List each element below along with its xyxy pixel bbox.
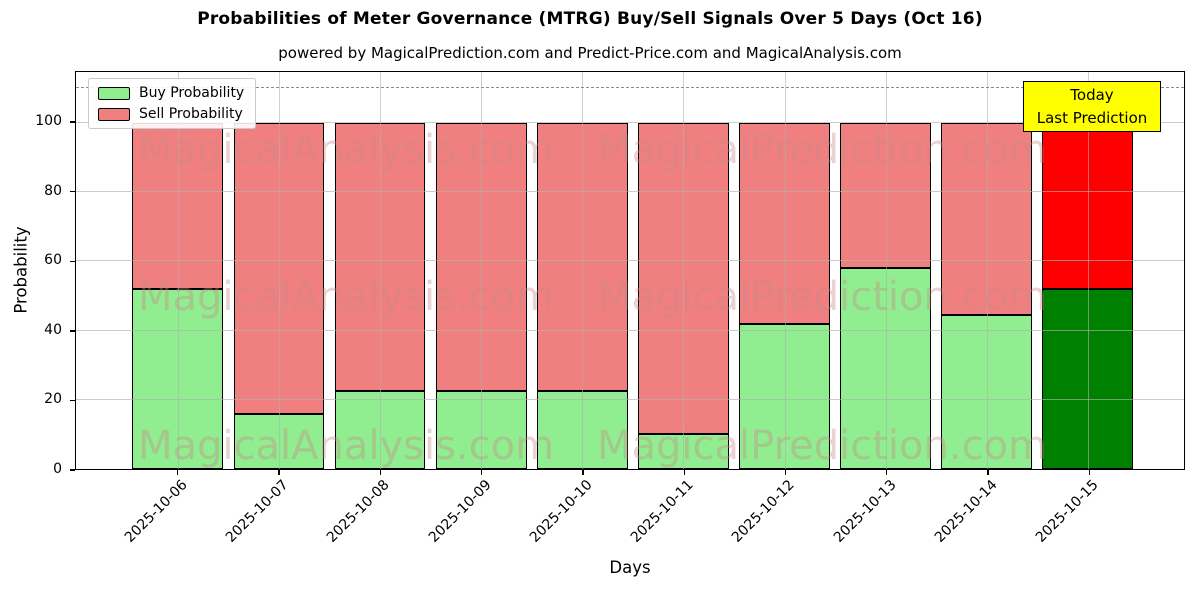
v-gridline-2025-10-08 — [380, 72, 382, 469]
legend: Buy Probability Sell Probability — [88, 78, 257, 129]
bar-2025-10-10 — [536, 72, 628, 469]
legend-label-sell: Sell Probability — [139, 106, 243, 122]
x-tick-label-2025-10-09: 2025-10-09 — [425, 477, 495, 546]
y-tick-mark-0 — [70, 469, 75, 471]
x-tick-label-2025-10-14: 2025-10-14 — [931, 477, 1001, 546]
x-tick-mark-2025-10-06 — [177, 470, 179, 475]
x-tick-mark-2025-10-08 — [379, 470, 381, 475]
legend-item-buy: Buy Probability — [98, 86, 244, 100]
v-gridline-2025-10-06 — [177, 72, 179, 469]
y-tick-mark-40 — [70, 330, 75, 332]
v-gridline-2025-10-14 — [986, 72, 988, 469]
buy-swatch-icon — [98, 86, 130, 100]
x-tick-mark-2025-10-10 — [582, 470, 584, 475]
h-gridline-80 — [76, 191, 1184, 193]
x-tick-mark-2025-10-07 — [278, 470, 280, 475]
bar-segment-buy-2025-10-06 — [132, 289, 224, 469]
v-gridline-2025-10-07 — [278, 72, 280, 469]
x-tick-mark-2025-10-12 — [784, 470, 787, 475]
bar-segment-sell-2025-10-08 — [334, 122, 426, 392]
y-axis-label: Probability — [11, 226, 31, 314]
bar-segment-buy-2025-10-10 — [536, 391, 628, 469]
y-tick-label-60: 60 — [44, 252, 62, 269]
bar-segment-buy-2025-10-08 — [334, 391, 426, 469]
v-gridline-2025-10-10 — [582, 72, 584, 469]
y-tick-mark-100 — [70, 121, 75, 123]
chart-title: Probabilities of Meter Governance (MTRG)… — [197, 9, 983, 29]
x-tick-label-2025-10-08: 2025-10-08 — [324, 477, 393, 546]
x-tick-mark-2025-10-09 — [480, 470, 483, 475]
h-gridline-40 — [76, 329, 1184, 331]
y-tick-mark-80 — [70, 191, 75, 193]
y-tick-label-80: 80 — [44, 182, 62, 199]
bar-segment-buy-2025-10-12 — [739, 323, 830, 469]
today-annotation-line1: Today — [1070, 86, 1114, 104]
v-gridline-2025-10-13 — [885, 72, 887, 469]
x-tick-label-2025-10-07: 2025-10-07 — [222, 477, 292, 546]
x-axis-label: Days — [609, 558, 651, 577]
y-tick-mark-60 — [70, 260, 75, 262]
h-gridline-100 — [76, 121, 1184, 123]
x-tick-mark-2025-10-15 — [1088, 470, 1091, 475]
bar-2025-10-12 — [739, 72, 830, 469]
bar-segment-buy-2025-10-14 — [941, 314, 1033, 469]
x-tick-mark-2025-10-13 — [886, 470, 888, 475]
today-annotation-line2: Last Prediction — [1036, 108, 1148, 127]
x-tick-label-2025-10-11: 2025-10-11 — [627, 477, 697, 546]
y-tick-label-20: 20 — [44, 391, 62, 408]
y-tick-label-100: 100 — [35, 113, 62, 130]
y-tick-label-0: 0 — [53, 461, 62, 477]
x-tick-label-2025-10-10: 2025-10-10 — [526, 477, 596, 546]
sell-swatch-icon — [98, 107, 130, 121]
h-gridline-20 — [76, 398, 1184, 400]
v-gridline-2025-10-12 — [784, 72, 786, 469]
chart-subtitle: powered by MagicalPrediction.com and Pre… — [278, 44, 902, 62]
h-gridline-60 — [76, 260, 1184, 262]
v-gridline-2025-10-11 — [683, 72, 685, 469]
y-tick-mark-20 — [70, 399, 75, 402]
today-annotation: Today Last Prediction — [1023, 81, 1161, 132]
bar-segment-sell-2025-10-10 — [536, 122, 628, 392]
dashed-threshold-line — [76, 87, 1184, 89]
x-tick-label-2025-10-15: 2025-10-15 — [1033, 477, 1103, 546]
bar-2025-10-08 — [334, 72, 426, 469]
x-tick-mark-2025-10-14 — [987, 470, 989, 475]
x-tick-label-2025-10-13: 2025-10-13 — [830, 477, 900, 546]
legend-label-buy: Buy Probability — [139, 85, 245, 101]
v-gridline-2025-10-09 — [481, 72, 483, 469]
x-tick-label-2025-10-12: 2025-10-12 — [729, 477, 799, 546]
x-tick-label-2025-10-06: 2025-10-06 — [121, 477, 191, 546]
v-gridline-2025-10-15 — [1087, 72, 1089, 469]
bar-2025-10-14 — [941, 72, 1033, 469]
bar-segment-sell-2025-10-14 — [941, 122, 1033, 315]
legend-item-sell: Sell Probability — [98, 107, 244, 121]
bar-segment-sell-2025-10-12 — [739, 122, 830, 324]
y-tick-label-40: 40 — [44, 321, 62, 338]
plot-area: MagicalAnalysis.com MagicalPrediction.com… — [75, 71, 1185, 470]
x-tick-mark-2025-10-11 — [683, 470, 685, 475]
